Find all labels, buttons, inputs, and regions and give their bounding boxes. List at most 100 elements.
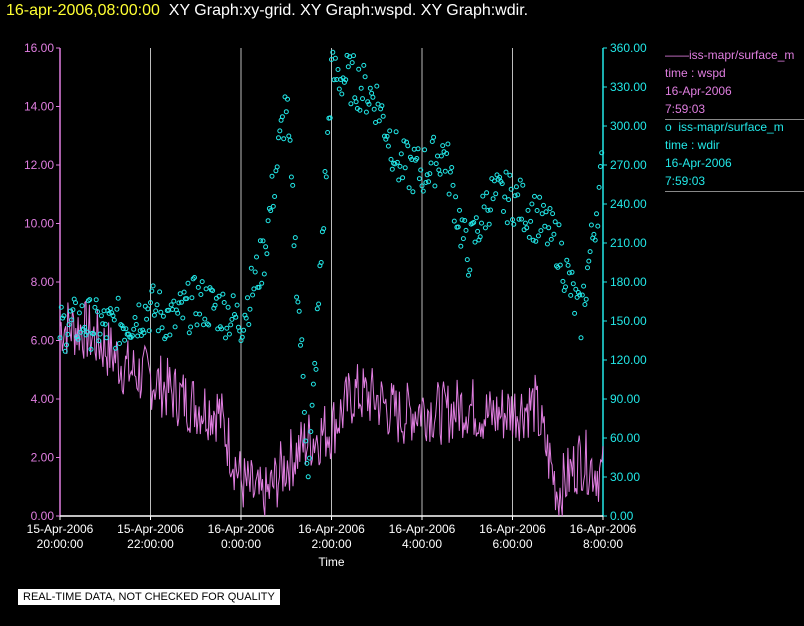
series-wdir-point [93, 297, 99, 303]
series-wdir-point [282, 94, 288, 100]
series-wdir-point [450, 182, 456, 188]
series-wdir-point [416, 176, 422, 182]
series-wdir-point [283, 109, 289, 115]
series-wdir-point [265, 218, 271, 224]
series-wdir-point [276, 135, 281, 141]
y-left-tick-label: 8.00 [31, 275, 55, 289]
series-wdir-point [84, 329, 90, 335]
series-wdir-point [294, 294, 300, 300]
y-right-tick-label: 270.00 [610, 158, 647, 172]
series-wdir-point [247, 306, 253, 312]
series-wdir-point [458, 243, 464, 249]
series-wdir-point [524, 225, 530, 231]
series-wdir-point [149, 288, 155, 294]
x-tick-label-date: 16-Apr-2006 [570, 522, 637, 536]
series-wdir-point [300, 373, 306, 379]
series-wdir-point [594, 211, 599, 217]
series-wdir-point [537, 194, 543, 200]
series-wdir-point [431, 134, 437, 140]
series-wdir-point [432, 183, 438, 189]
series-wdir-point [318, 260, 324, 265]
legend-marker-circle: o [665, 120, 672, 134]
series-wdir-point [212, 302, 218, 308]
series-wdir-point [160, 313, 166, 319]
series-wdir-point [587, 249, 593, 255]
series-wdir-point [234, 302, 240, 308]
legend-marker-line: —— [665, 48, 689, 62]
series-wdir-point [230, 293, 236, 299]
series-wdir-point [299, 337, 305, 343]
series-wdir-point [388, 156, 394, 162]
series-wdir-point [484, 190, 490, 196]
series-wdir-point [577, 292, 583, 298]
series-wdir-point [146, 328, 152, 334]
series-wdir-point [488, 207, 493, 213]
series-wdir-point [592, 237, 598, 243]
series-wdir-point [304, 460, 310, 466]
series-wdir-point [428, 160, 434, 166]
y-right-tick-label: 180.00 [610, 275, 647, 289]
series-wdir-point [277, 128, 283, 134]
series-wdir-point [410, 189, 416, 195]
series-wdir-point [287, 137, 293, 143]
series-wdir-point [291, 243, 297, 249]
series-wdir-point [568, 292, 574, 298]
series-wdir-point [499, 181, 505, 187]
series-wdir-point [151, 312, 157, 318]
series-wdir-point [344, 52, 350, 58]
series-wdir-point [264, 251, 270, 257]
series-wdir-point [167, 332, 173, 338]
series-wdir-point [573, 286, 579, 292]
series-wdir-point [446, 191, 452, 197]
series-wdir-point [400, 175, 406, 181]
series-wdir-point [361, 62, 367, 68]
series-wdir-point [83, 332, 89, 338]
series-wdir-point [380, 113, 386, 119]
series-wdir-point [98, 313, 104, 319]
series-wdir-point [522, 220, 528, 226]
series-wdir-point [91, 331, 97, 337]
series-wdir-point [114, 306, 120, 312]
series-wdir-point [535, 233, 541, 239]
y-left-tick-label: 12.00 [24, 158, 54, 172]
series-wdir-point [565, 262, 571, 268]
series-wdir-point [570, 281, 576, 287]
series-wdir-point [75, 336, 81, 342]
series-wdir-point [343, 77, 349, 83]
series-wdir-point [351, 53, 356, 59]
series-wdir-point [376, 118, 382, 124]
x-tick-label-time: 4:00:00 [402, 537, 442, 551]
series-wdir-point [96, 338, 102, 344]
series-wdir-point [394, 159, 400, 165]
series-wdir-point [556, 222, 562, 228]
series-wdir-point [493, 191, 499, 197]
series-wdir-point [296, 308, 302, 314]
series-wdir-point [420, 188, 426, 194]
series-wdir-point [159, 325, 165, 331]
series-wdir-point [113, 345, 119, 351]
legend-date: 16-Apr-2006 [665, 84, 732, 98]
series-wdir-point [353, 99, 359, 105]
series-wdir-point [220, 291, 226, 297]
series-wdir-point [155, 328, 161, 334]
series-wdir-point [285, 96, 290, 102]
series-wdir-point [148, 300, 153, 306]
series-wdir-point [462, 218, 468, 223]
series-wdir-point [358, 85, 364, 91]
series-wdir-point [595, 223, 601, 229]
series-wdir-point [104, 335, 109, 341]
series-wdir-point [137, 328, 143, 334]
series-wdir-point [69, 317, 75, 323]
series-wdir-point [256, 284, 262, 290]
series-wdir-point [525, 207, 531, 213]
quality-notice: REAL-TIME DATA, NOT CHECKED FOR QUALITY [18, 589, 280, 605]
series-wdir-point [424, 172, 430, 178]
series-wdir-point [459, 217, 465, 223]
series-wdir-point [559, 240, 565, 246]
series-wdir-point [199, 279, 205, 285]
series-wdir-point [585, 265, 590, 271]
series-wdir-point [203, 286, 209, 292]
series-wdir-point [490, 196, 496, 202]
series-wdir-point [502, 194, 508, 200]
series-wdir-point [73, 300, 78, 306]
